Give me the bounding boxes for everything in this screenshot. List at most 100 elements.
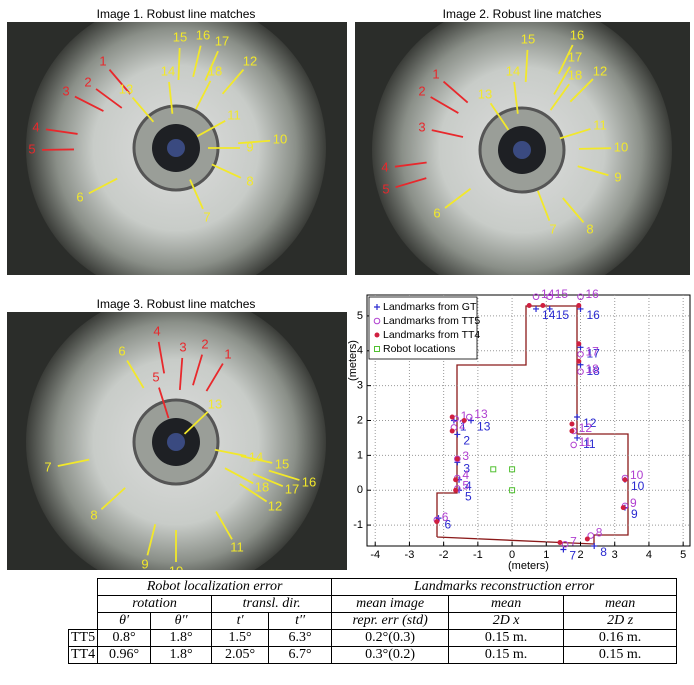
- line-label: 5: [382, 181, 389, 196]
- table-cell: 0.8°: [98, 630, 151, 647]
- group-header: Robot localization error: [98, 579, 332, 596]
- table-cell: 0.96°: [98, 647, 151, 664]
- point-label: 16: [586, 287, 600, 301]
- matched-line: [579, 148, 611, 149]
- line-label: 16: [196, 27, 210, 42]
- point: [450, 415, 455, 420]
- line-label: 14: [506, 63, 520, 78]
- line-label: 8: [586, 221, 593, 236]
- y-tick-label: 1: [357, 449, 363, 461]
- point: [527, 303, 532, 308]
- column-header: 2D z: [564, 613, 677, 630]
- y-tick-label: -1: [353, 519, 363, 531]
- line-label: 7: [203, 209, 210, 224]
- legend-label: Robot locations: [383, 343, 455, 355]
- line-label: 2: [201, 336, 208, 351]
- y-tick-label: 2: [357, 414, 363, 426]
- line-label: 18: [568, 67, 582, 82]
- line-label: 7: [549, 221, 556, 236]
- subgroup-header: transl. dir.: [212, 596, 332, 613]
- line-label: 8: [90, 507, 97, 522]
- column-header: t′: [212, 613, 269, 630]
- point: [453, 488, 458, 493]
- column-header: θ′′: [151, 613, 212, 630]
- table-cell: 6.7°: [269, 647, 332, 664]
- point: [540, 303, 545, 308]
- x-tick-label: 5: [680, 549, 686, 561]
- line-label: 11: [593, 117, 607, 132]
- subgroup-header: mean: [564, 596, 677, 613]
- point: [453, 477, 458, 482]
- point-label: 9: [630, 496, 637, 510]
- column-header: 2D x: [449, 613, 564, 630]
- line-label: 15: [275, 456, 289, 471]
- page: 123456789101112131415161718Image 1. Robu…: [0, 0, 694, 685]
- line-label: 12: [268, 498, 282, 513]
- line-label: 6: [433, 205, 440, 220]
- point-label: 2: [463, 434, 470, 448]
- x-tick-label: -2: [439, 549, 449, 561]
- x-tick-label: -3: [405, 549, 415, 561]
- point-label: 15: [555, 287, 569, 301]
- point: [491, 467, 496, 472]
- y-axis-label: (meters): [347, 340, 359, 381]
- line-label: 2: [418, 83, 425, 98]
- legend-label: Landmarks from TT4: [383, 329, 480, 341]
- point: [585, 537, 590, 542]
- line-label: 8: [246, 173, 253, 188]
- point: [455, 456, 460, 461]
- point-label: 13: [474, 407, 488, 421]
- column-header: θ′: [98, 613, 151, 630]
- table-cell: 0.15 m.: [449, 630, 564, 647]
- table-cell: 1.5°: [212, 630, 269, 647]
- table-cell: 0.15 m.: [449, 647, 564, 664]
- image-title: Image 1. Robust line matches: [97, 7, 256, 21]
- point-label: 5: [462, 479, 469, 493]
- line-label: 5: [152, 369, 159, 384]
- line-label: 12: [243, 53, 257, 68]
- line-label: 15: [521, 31, 535, 46]
- line-label: 9: [614, 169, 621, 184]
- line-label: 7: [44, 459, 51, 474]
- point: [574, 414, 580, 420]
- subgroup-header: mean: [449, 596, 564, 613]
- point-label: 8: [600, 545, 607, 559]
- line-label: 10: [169, 563, 183, 575]
- camera-lens: [167, 139, 185, 157]
- y-tick-label: 0: [357, 484, 363, 496]
- column-header: t′′: [269, 613, 332, 630]
- line-label: 4: [32, 119, 39, 134]
- x-axis-label: (meters): [508, 560, 549, 572]
- line-label: 17: [285, 481, 299, 496]
- point: [569, 428, 574, 433]
- line-label: 5: [28, 141, 35, 156]
- line-label: 16: [570, 27, 584, 42]
- line-label: 4: [153, 323, 160, 338]
- point: [467, 414, 473, 420]
- point-label: 7: [569, 549, 576, 563]
- line-label: 11: [227, 107, 241, 122]
- x-tick-label: -1: [473, 549, 483, 561]
- line-label: 9: [141, 556, 148, 571]
- point-label: 16: [587, 308, 601, 322]
- point-label: 11: [579, 435, 592, 449]
- line-label: 18: [255, 479, 269, 494]
- line-label: 2: [84, 74, 91, 89]
- table-cell: 0.3°(0.2): [332, 647, 449, 664]
- point: [576, 359, 581, 364]
- line-label: 4: [381, 159, 388, 174]
- point: [621, 505, 626, 510]
- subgroup-header: mean image: [332, 596, 449, 613]
- point-label: 6: [442, 510, 449, 524]
- point-label: 8: [596, 526, 603, 540]
- point-label: 18: [586, 362, 600, 376]
- line-label: 11: [230, 539, 244, 554]
- line-label: 14: [249, 449, 263, 464]
- fisheye-image: 123456789101112131415161718: [7, 0, 347, 298]
- subgroup-header: rotation: [98, 596, 212, 613]
- table-cell: 2.05°: [212, 647, 269, 664]
- point: [576, 341, 581, 346]
- row-header: TT4: [69, 647, 98, 664]
